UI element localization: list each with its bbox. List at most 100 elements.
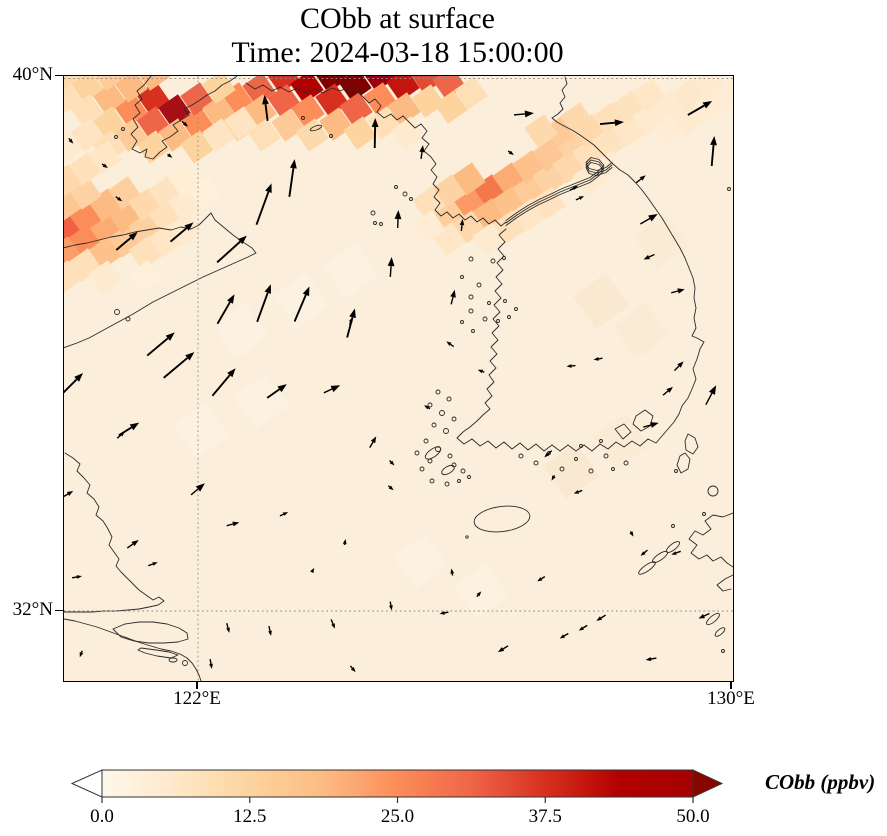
wind-arrow-shaft [323, 388, 333, 394]
concentration-cell [524, 114, 558, 148]
wind-arrow-head [268, 630, 272, 636]
wind-arrow-shaft [256, 292, 269, 323]
wind-arrow-head [508, 150, 514, 156]
concentration-cell [64, 130, 82, 164]
concentration-cell [412, 186, 446, 220]
wind-arrow-shaft [482, 370, 485, 373]
wind-arrow-shaft [330, 619, 334, 625]
wind-arrow-head [450, 568, 455, 574]
wind-arrow-head [640, 551, 646, 556]
coastline-korea-main [456, 76, 705, 452]
wind-arrow-shaft [389, 265, 392, 278]
wind-arrow-head [79, 651, 84, 658]
wind-arrow-shaft [116, 434, 122, 439]
wind-arrow-head [450, 289, 456, 298]
wind-arrow-head [459, 219, 465, 226]
wind-arrow-shaft [703, 612, 710, 617]
wind-arrow-shaft [288, 167, 295, 197]
river-band [505, 157, 613, 226]
wind-arrow-shaft [639, 217, 651, 225]
wind-arrow-head [290, 159, 297, 169]
concentration-cell [128, 260, 162, 294]
coastline-yangtze-south-bank [64, 618, 202, 681]
colorbar-tick-label: 25.0 [381, 806, 414, 827]
wind-arrow-shaft [502, 645, 509, 650]
wind-arrow-head [184, 222, 194, 231]
coastline-liaodong [130, 76, 238, 160]
wind-arrow-head [232, 521, 240, 527]
wind-arrow-head [129, 422, 140, 431]
wind-arrow-head [237, 235, 247, 245]
wind-arrow-shaft [643, 424, 652, 428]
wind-arrow-head [302, 286, 310, 297]
wind-arrow-head [708, 385, 717, 395]
concentration-cell [613, 303, 669, 359]
concentration-cell [338, 76, 372, 102]
wind-arrow-shaft [547, 450, 553, 455]
wind-arrow-shaft [115, 237, 132, 251]
wind-arrow-head [128, 232, 138, 241]
wind-arrow-head [185, 352, 195, 361]
wind-arrow-head [677, 288, 685, 294]
wind-arrow-shaft [575, 197, 580, 201]
wind-arrow-head [677, 361, 684, 368]
wind-arrow-shaft [507, 150, 511, 153]
plot-title: CObb at surface [300, 2, 495, 35]
wind-arrow-shaft [266, 388, 281, 399]
wind-arrow-head [573, 490, 580, 494]
wind-arrow-head [614, 119, 624, 127]
concentration-cells-layer [64, 76, 733, 619]
wind-arrow-head [152, 562, 158, 566]
wind-arrow-head [350, 667, 356, 673]
wind-arrow-head [559, 634, 565, 639]
wind-arrow-shaft [226, 622, 229, 629]
tsushima-island [676, 433, 699, 474]
wind-arrow-head [572, 185, 578, 190]
wind-arrow-head [477, 369, 484, 374]
concentration-cell [213, 303, 269, 359]
wind-arrow-shaft [167, 153, 169, 156]
wind-arrow-head [131, 539, 139, 547]
concentration-cell [314, 76, 348, 93]
wind-arrow-shaft [671, 290, 679, 294]
wind-arrow-head [370, 436, 377, 444]
wind-arrow-head [117, 196, 123, 202]
concentration-cell [391, 116, 425, 150]
wind-arrow-shaft [389, 601, 392, 606]
concentration-cell [295, 118, 329, 152]
wind-arrow-shaft [705, 392, 713, 406]
x-tickmark-122e [196, 681, 198, 689]
wind-arrow-shaft [101, 163, 105, 166]
colorbar-tick-label: 0.0 [90, 806, 114, 827]
concentration-cell [323, 243, 379, 299]
x-tickmark-130e [730, 681, 732, 689]
wind-arrow-head [710, 136, 717, 146]
wind-arrow-shaft [643, 549, 648, 554]
colorbar-gradient-bar [101, 769, 694, 798]
x-tick-label-130e: 130°E [707, 688, 755, 709]
wind-arrow-shaft [146, 337, 169, 357]
concentration-cell [180, 130, 214, 164]
wind-arrow-head [76, 575, 82, 579]
concentration-cell [202, 118, 236, 152]
concentration-cell [233, 373, 289, 429]
colorbar-tick-labels: 0.0 12.5 25.0 37.5 50.0 [90, 806, 710, 827]
wind-arrow-shaft [68, 137, 71, 141]
wind-arrow-head [629, 531, 634, 537]
title-block: CObb at surface Time: 2024-03-18 15:00:0… [63, 2, 732, 70]
concentration-cell [410, 76, 444, 94]
wind-arrow-shaft [211, 374, 231, 397]
wind-arrow-head [310, 567, 315, 574]
concentration-cell [387, 92, 421, 126]
wind-arrow-head [387, 257, 395, 267]
concentration-cell [70, 94, 104, 128]
wind-arrow-shaft [293, 294, 307, 322]
wind-arrow-shaft [553, 475, 556, 477]
wind-arrow-shaft [255, 191, 270, 225]
concentration-cell [319, 107, 353, 141]
wind-arrow-head [439, 611, 445, 615]
wind-arrow-head [227, 294, 235, 304]
coastline-shandong [64, 212, 257, 349]
wind-arrow-head [497, 647, 505, 653]
